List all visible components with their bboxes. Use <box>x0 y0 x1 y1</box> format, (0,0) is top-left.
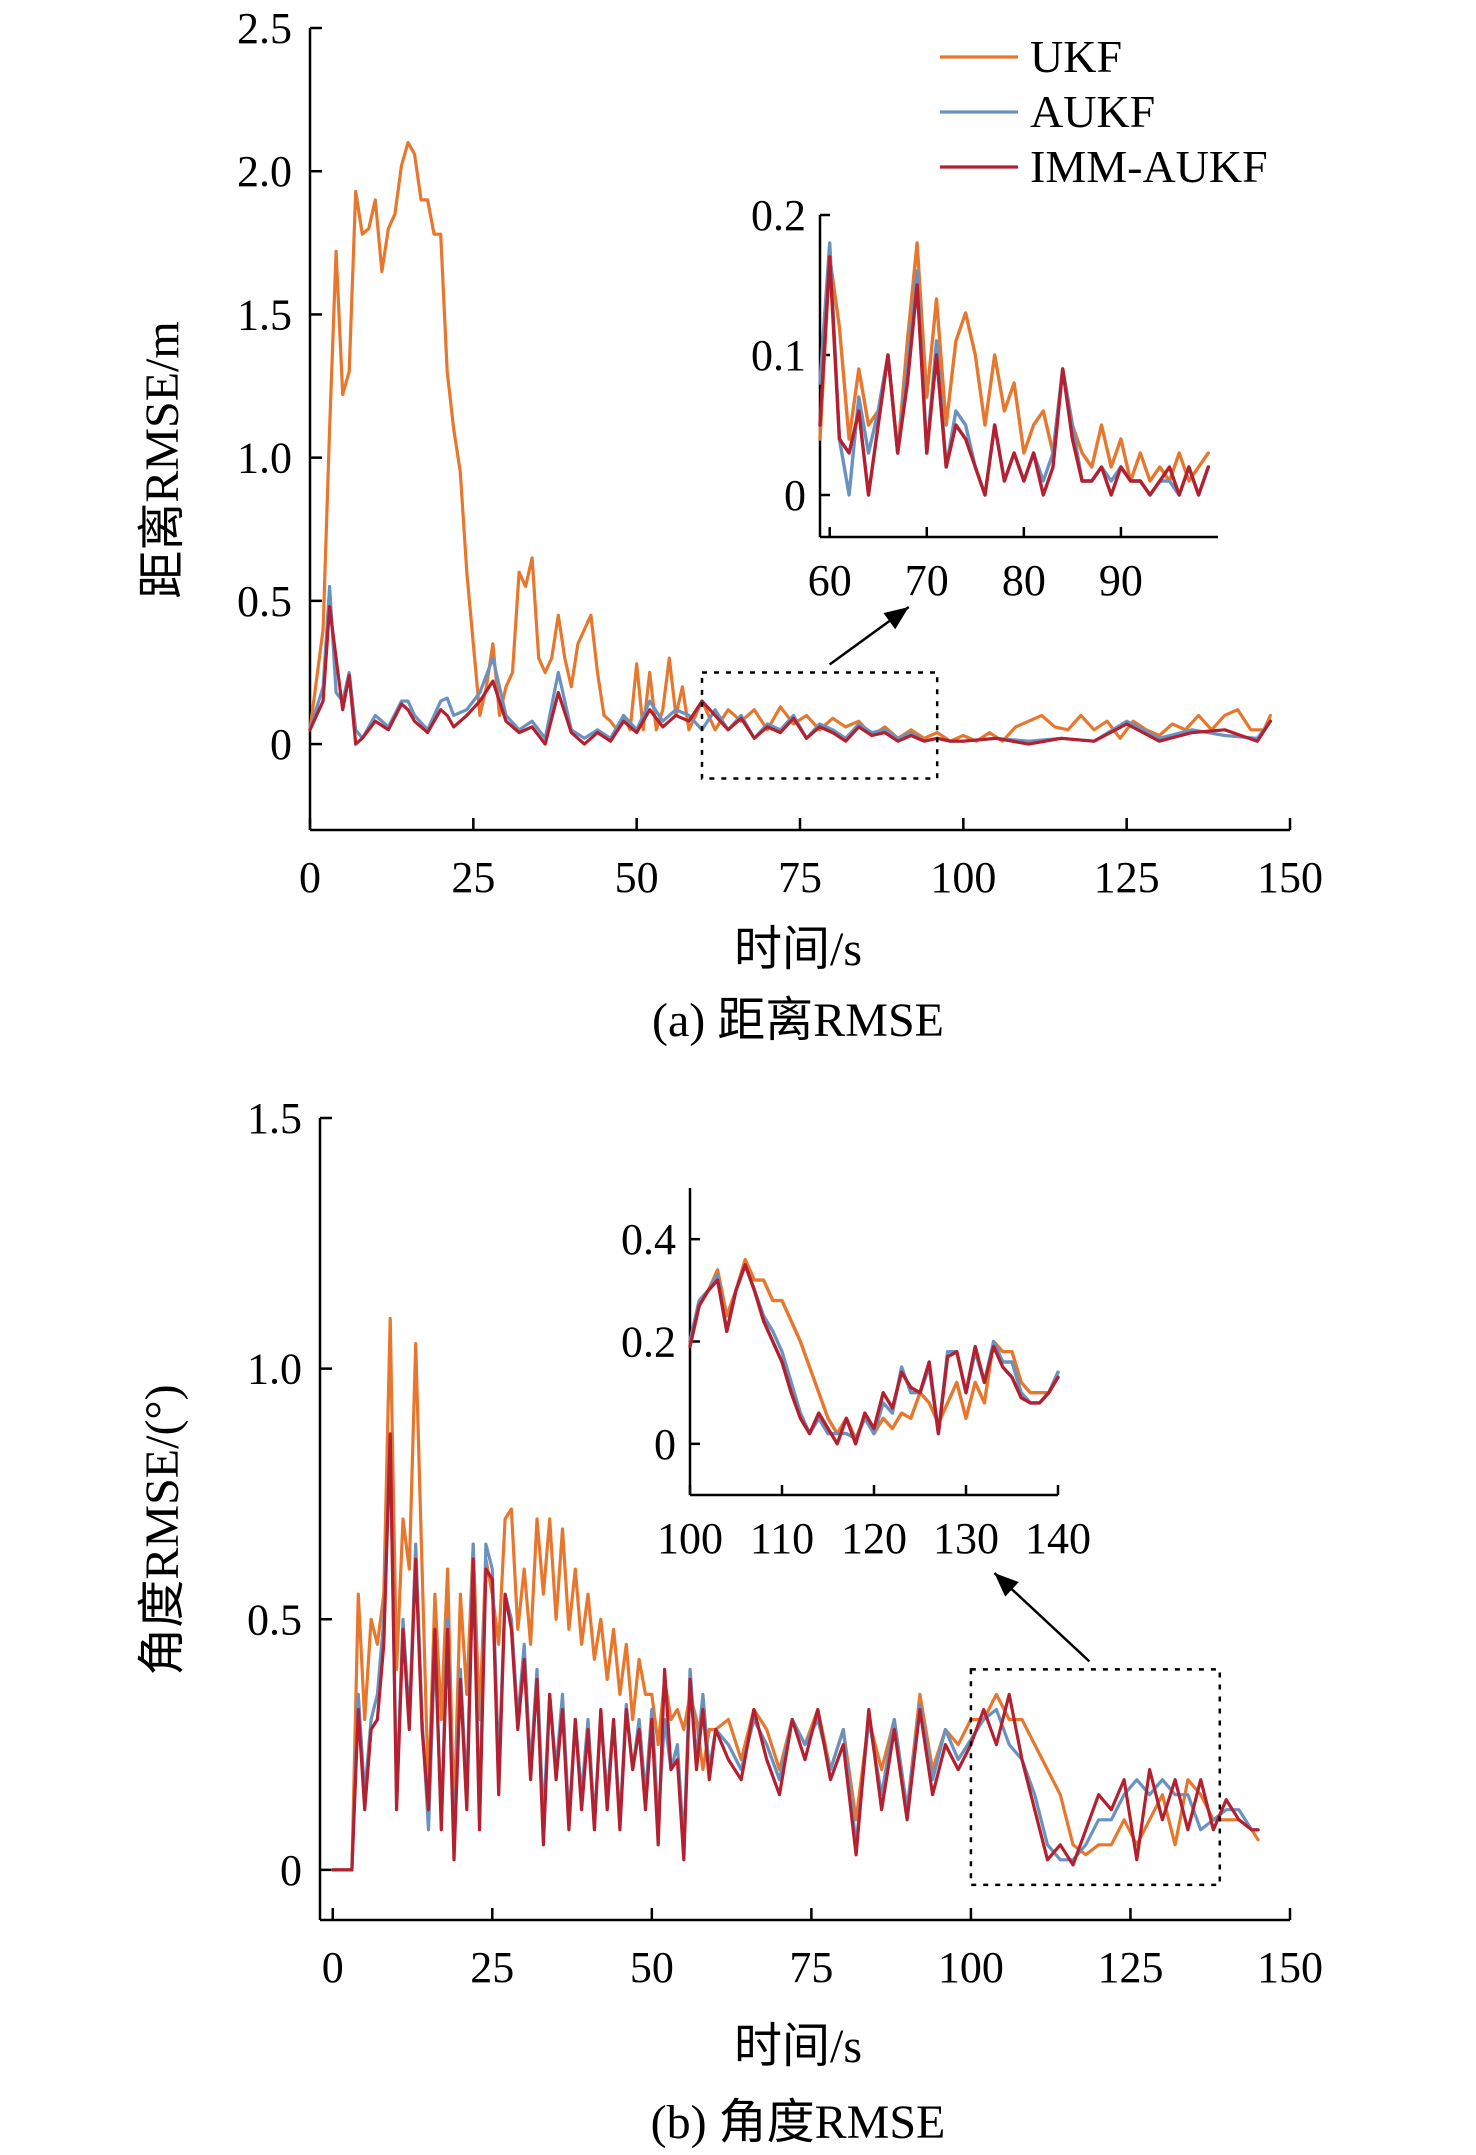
angle-y-tick-label: 0 <box>280 1846 302 1895</box>
angle-inset-y-tick-label: 0 <box>654 1420 676 1469</box>
angle-zoom-arrow <box>993 1572 1091 1663</box>
angle-x-tick-label: 125 <box>1097 1943 1163 1992</box>
legend-item-imm-aukf: IMM-AUKF <box>940 141 1268 192</box>
angle-x-tick-label: 75 <box>789 1943 833 1992</box>
angle-x-tick-label: 25 <box>470 1943 514 1992</box>
angle-inset-series-imm-aukf <box>688 1263 1060 1446</box>
legend-label-ukf: UKF <box>1030 31 1122 82</box>
distance-inset-y-tick-label: 0.1 <box>751 331 806 380</box>
distance-inset-x-tick-label: 80 <box>1002 556 1046 605</box>
distance-x-tick-label: 50 <box>615 853 659 902</box>
distance-inset-chart: 0 0.1 0.2 60 70 80 90 <box>751 191 1218 666</box>
distance-chart-series <box>308 141 1273 780</box>
angle-inset-x-tick-label: 110 <box>750 1514 814 1563</box>
angle-inset-x-tick-label: 120 <box>841 1514 907 1563</box>
angle-x-tick-label: 150 <box>1257 1943 1323 1992</box>
distance-y-tick-label: 2.0 <box>237 147 292 196</box>
distance-y-tick-label: 2.5 <box>237 4 292 53</box>
angle-rmse-chart: 0 0.5 1.0 1.5 0 25 50 75 100 125 150 0 0.2 0.4 100 110… <box>136 1094 1323 2149</box>
angle-inset-series-ukf <box>688 1257 1060 1441</box>
distance-rmse-chart: 0 0.5 1.0 1.5 2.0 2.5 0 25 50 75 100 125 150 0 0.1 0.2… <box>136 4 1323 1047</box>
angle-x-tick-label: 50 <box>630 1943 674 1992</box>
distance-y-tick-label: 0.5 <box>237 577 292 626</box>
angle-inset-x-tick-label: 100 <box>657 1514 723 1563</box>
distance-inset-y-tick-label: 0.2 <box>751 191 806 240</box>
angle-inset-y-tick-label: 0.2 <box>621 1318 676 1367</box>
angle-zoom-region-box <box>969 1668 1222 1887</box>
legend-label-imm-aukf: IMM-AUKF <box>1030 141 1268 192</box>
angle-inset-x-tick-label: 130 <box>933 1514 999 1563</box>
distance-x-tick-label: 125 <box>1094 853 1160 902</box>
distance-x-tick-label: 150 <box>1257 853 1323 902</box>
distance-x-tick-label: 0 <box>299 853 321 902</box>
angle-x-tick-label: 100 <box>938 1943 1004 1992</box>
angle-inset-chart: 0 0.2 0.4 100 110 120 130 140 <box>621 1188 1091 1663</box>
angle-x-axis-title: 时间/s <box>734 2020 862 2073</box>
angle-y-tick-label: 1.5 <box>247 1094 302 1143</box>
distance-zoom-arrow <box>828 605 910 666</box>
distance-zoom-region-box <box>700 671 939 780</box>
distance-series-ukf <box>308 141 1273 743</box>
angle-chart-caption: (b) 角度RMSE <box>651 2096 946 2149</box>
distance-y-tick-label: 1.5 <box>237 290 292 339</box>
angle-chart-axes: 0 0.5 1.0 1.5 0 25 50 75 100 125 150 <box>247 1094 1323 1992</box>
distance-inset-x-tick-label: 90 <box>1099 556 1143 605</box>
distance-chart-axes: 0 0.5 1.0 1.5 2.0 2.5 0 25 50 75 100 125 150 <box>237 4 1323 902</box>
distance-series-aukf <box>308 584 1273 743</box>
angle-inset-x-tick-label: 140 <box>1025 1514 1091 1563</box>
distance-series-imm-aukf <box>308 604 1273 746</box>
angle-chart-series <box>331 1316 1260 1887</box>
distance-inset-series-ukf <box>818 241 1211 483</box>
legend-label-aukf: AUKF <box>1030 86 1155 137</box>
distance-x-tick-label: 75 <box>778 853 822 902</box>
legend-item-ukf: UKF <box>940 31 1122 82</box>
distance-x-axis-title: 时间/s <box>734 923 862 976</box>
angle-y-tick-label: 0.5 <box>247 1595 302 1644</box>
angle-y-tick-label: 1.0 <box>247 1345 302 1394</box>
angle-series-imm-aukf <box>331 1432 1260 1872</box>
distance-y-tick-label: 0 <box>270 720 292 769</box>
distance-inset-y-tick-label: 0 <box>784 471 806 520</box>
chart-legend: UKF AUKF IMM-AUKF <box>940 31 1268 192</box>
distance-x-tick-label: 100 <box>930 853 996 902</box>
distance-inset-x-tick-label: 60 <box>808 556 852 605</box>
distance-inset-x-tick-label: 70 <box>905 556 949 605</box>
distance-inset-series-imm-aukf <box>818 255 1211 497</box>
distance-y-tick-label: 1.0 <box>237 434 292 483</box>
angle-inset-y-tick-label: 0.4 <box>621 1215 676 1264</box>
distance-y-axis-title: 距离RMSE/m <box>136 321 189 598</box>
distance-x-tick-label: 25 <box>451 853 495 902</box>
distance-chart-caption: (a) 距离RMSE <box>652 994 944 1047</box>
angle-y-axis-title: 角度RMSE/(°) <box>136 1384 189 1675</box>
legend-item-aukf: AUKF <box>940 86 1155 137</box>
angle-x-tick-label: 0 <box>322 1943 344 1992</box>
